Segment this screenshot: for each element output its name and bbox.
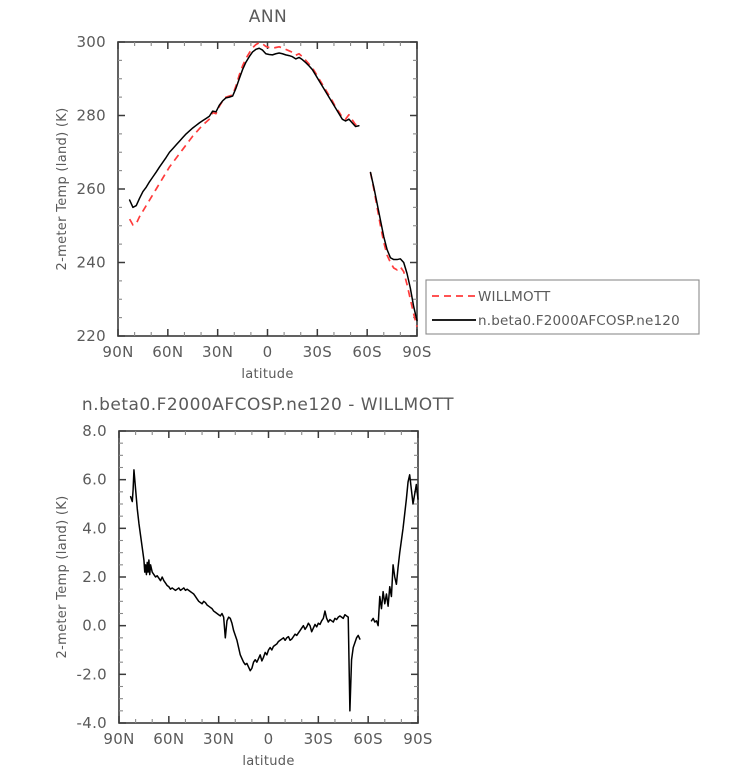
top-panel-title: ANN: [249, 7, 288, 27]
y-tick-label: -4.0: [77, 714, 107, 732]
y-tick-label: -2.0: [77, 665, 107, 683]
series-line-n-beta0-f2000afcosp-ne120: [369, 171, 418, 322]
y-axis-label: 2-meter Temp (land) (K): [55, 108, 70, 271]
x-tick-label: 90S: [403, 730, 433, 748]
y-tick-label: 8.0: [82, 422, 107, 440]
x-tick-label: 60S: [353, 730, 383, 748]
x-tick-label: 30S: [304, 730, 334, 748]
y-tick-label: 240: [76, 254, 106, 272]
y-tick-label: 4.0: [82, 519, 107, 537]
series-line-willmott: [128, 41, 360, 226]
x-tick-label: 30N: [203, 730, 234, 748]
x-tick-label: 30S: [303, 343, 333, 361]
legend-label-2: n.beta0.F2000AFCOSP.ne120: [478, 313, 680, 329]
x-tick-label: 0: [263, 343, 273, 361]
y-tick-label: 2.0: [82, 568, 107, 586]
series-line-difference: [370, 474, 419, 627]
legend-label-1: WILLMOTT: [478, 289, 551, 305]
y-tick-label: 220: [76, 327, 106, 345]
series-line-difference: [129, 469, 361, 712]
x-tick-label: 30N: [202, 343, 233, 361]
y-tick-label: 6.0: [82, 471, 107, 489]
x-tick-label: 90S: [402, 343, 432, 361]
series-line-willmott: [369, 172, 418, 328]
x-axis-label: latitude: [242, 754, 294, 769]
x-axis-label: latitude: [241, 367, 293, 382]
y-tick-label: 260: [76, 180, 106, 198]
x-tick-label: 0: [264, 730, 274, 748]
x-tick-label: 60N: [153, 730, 184, 748]
legend-box: [425, 279, 700, 335]
y-tick-label: 0.0: [82, 617, 107, 635]
x-tick-label: 90N: [102, 343, 133, 361]
top-panel: ANN 90N 60N 30N 0 30S 60S 90S 220 240 260 280 300 lat…: [55, 7, 432, 382]
x-tick-label: 60N: [152, 343, 183, 361]
plot-frame: [118, 430, 419, 724]
legend: WILLMOTT n.beta0.F2000AFCOSP.ne120: [425, 279, 700, 335]
plot-frame: [117, 41, 418, 337]
bottom-panel: n.beta0.F2000AFCOSP.ne120 - WILLMOTT 90N 6…: [55, 395, 454, 769]
y-tick-label: 280: [76, 107, 106, 125]
x-tick-label: 60S: [352, 343, 382, 361]
y-tick-label: 300: [76, 33, 106, 51]
y-axis-label: 2-meter Temp (land) (K): [55, 496, 70, 659]
bottom-panel-title: n.beta0.F2000AFCOSP.ne120 - WILLMOTT: [82, 395, 454, 415]
series-line-n-beta0-f2000afcosp-ne120: [128, 47, 360, 209]
x-tick-label: 90N: [103, 730, 134, 748]
